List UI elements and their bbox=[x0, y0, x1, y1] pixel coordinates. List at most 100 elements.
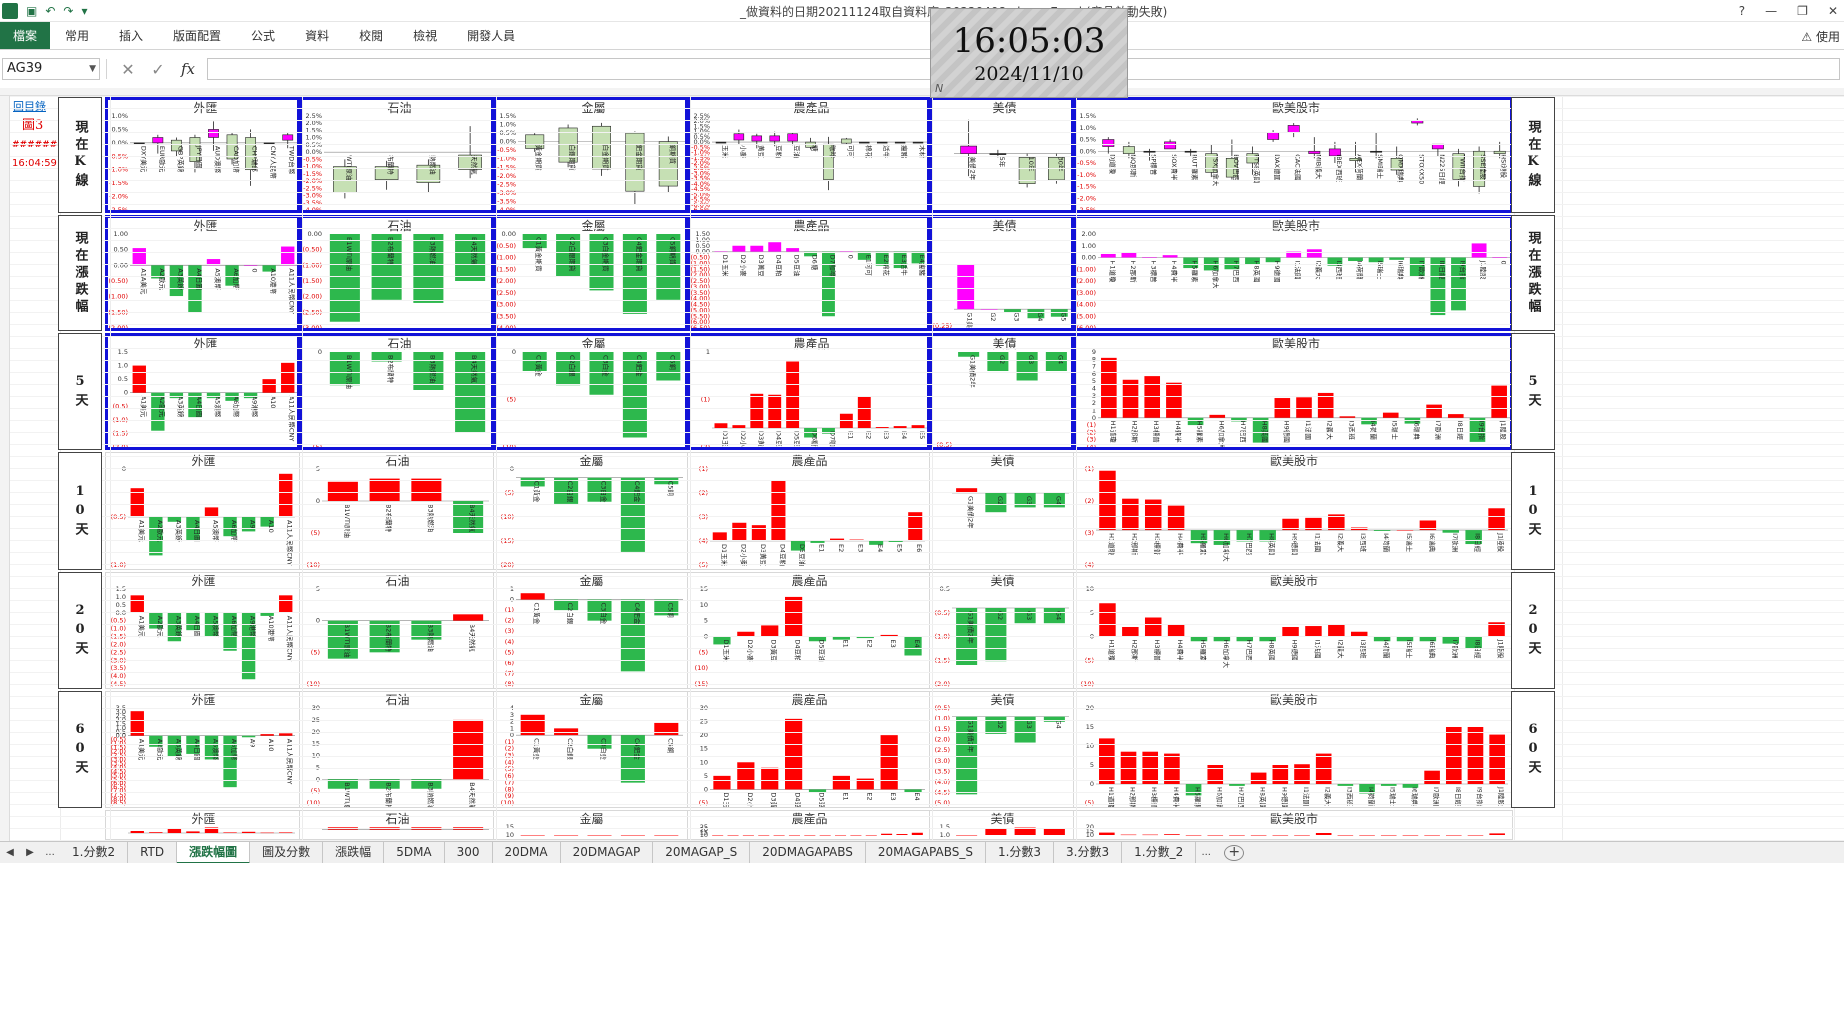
candle-body[interactable] bbox=[1122, 146, 1135, 154]
bar[interactable] bbox=[556, 234, 581, 277]
bar[interactable] bbox=[1389, 257, 1405, 260]
bar[interactable] bbox=[1016, 352, 1038, 381]
sheet-tab[interactable]: 1.分數_2 bbox=[1122, 841, 1197, 864]
bar[interactable] bbox=[620, 477, 645, 552]
enter-icon[interactable]: ✓ bbox=[151, 59, 165, 79]
bar[interactable] bbox=[771, 481, 786, 541]
bar[interactable] bbox=[1229, 784, 1245, 786]
bar[interactable] bbox=[1122, 627, 1139, 637]
bar[interactable] bbox=[453, 501, 484, 533]
bar[interactable] bbox=[1396, 636, 1414, 642]
bar[interactable] bbox=[727, 835, 739, 836]
candle-body[interactable] bbox=[876, 141, 888, 144]
bar[interactable] bbox=[188, 392, 202, 418]
bar[interactable] bbox=[455, 352, 486, 433]
tab-data[interactable]: 資料 bbox=[305, 29, 330, 43]
chart-5-0[interactable]: 外匯3.53.02.52.01.51.00.50.0(0.5)(1.0)(1.5… bbox=[105, 691, 300, 808]
minimize-button[interactable]: — bbox=[1765, 4, 1778, 18]
chart-6-0[interactable]: 外匯 bbox=[105, 810, 300, 840]
bar[interactable] bbox=[737, 631, 755, 637]
bar[interactable] bbox=[589, 234, 614, 291]
bar[interactable] bbox=[620, 835, 645, 836]
bar[interactable] bbox=[587, 835, 612, 836]
bar[interactable] bbox=[554, 728, 579, 736]
tab-more-button[interactable]: ... bbox=[45, 847, 55, 858]
insert-function-icon[interactable]: fx bbox=[180, 60, 195, 78]
bar[interactable] bbox=[1099, 470, 1116, 531]
bar[interactable] bbox=[587, 477, 612, 502]
chart-6-2[interactable]: 金屬 15 10 bbox=[493, 810, 688, 840]
bar[interactable] bbox=[1236, 636, 1254, 642]
bar[interactable] bbox=[554, 477, 579, 504]
bar[interactable] bbox=[1185, 784, 1202, 796]
bar[interactable] bbox=[1337, 784, 1354, 786]
bar[interactable] bbox=[1305, 626, 1322, 637]
tab-formulas[interactable]: 公式 bbox=[251, 29, 276, 43]
bar[interactable] bbox=[279, 473, 293, 517]
customize-toolbar-icon[interactable]: ▾ bbox=[81, 3, 88, 18]
chart-0-2[interactable]: 金屬 1.5%1.0%0.5%0.0%-0.5%-1.0%-1.5%-2.0%-2… bbox=[493, 97, 688, 213]
sheet-tab[interactable]: 圖及分數 bbox=[250, 841, 324, 864]
bar[interactable] bbox=[1272, 835, 1289, 836]
candle-body[interactable] bbox=[841, 138, 852, 144]
bar[interactable] bbox=[737, 762, 755, 790]
bar[interactable] bbox=[1359, 835, 1375, 836]
bar[interactable] bbox=[654, 835, 679, 836]
chart-1-0[interactable]: 外匯1.000.500.00(0.50)(1.00)(1.50)(2.00)A1… bbox=[105, 215, 300, 331]
bar[interactable] bbox=[956, 835, 978, 836]
tab-review[interactable]: 校閱 bbox=[359, 29, 384, 43]
bar[interactable] bbox=[832, 636, 850, 640]
bar[interactable] bbox=[1489, 833, 1505, 835]
bar[interactable] bbox=[411, 478, 442, 501]
chart-0-0[interactable]: 外匯1.0%0.5%0.0%-0.5%-1.0%-1.5%-2.0%-2.5%D… bbox=[105, 97, 300, 213]
bar[interactable] bbox=[1144, 617, 1162, 637]
bar[interactable] bbox=[167, 829, 182, 833]
bar[interactable] bbox=[1122, 379, 1139, 418]
chart-2-2[interactable]: 金屬 0 (5) (10) C1黃金 C2白銀 C3白金 C4鈀金 C5銅 bbox=[493, 333, 688, 450]
candle-body[interactable] bbox=[894, 141, 906, 144]
bar[interactable] bbox=[1213, 636, 1231, 642]
bar[interactable] bbox=[1144, 499, 1162, 531]
bar[interactable] bbox=[130, 488, 144, 517]
bar[interactable] bbox=[1409, 257, 1425, 277]
sheet-tab[interactable]: 1.分數3 bbox=[986, 841, 1055, 864]
sheet-tab[interactable]: 20MAGAPABS_S bbox=[866, 841, 986, 864]
chart-3-0[interactable]: 外匯 0 (0.5) (1.0) A1美元 A2歐元 A3英鎊 A4日圓 A5澳幣 A6加幣 A9 A… bbox=[105, 452, 300, 570]
candle-body[interactable] bbox=[1267, 132, 1280, 140]
bar[interactable] bbox=[712, 532, 727, 541]
bar[interactable] bbox=[1229, 835, 1245, 836]
bar[interactable] bbox=[1142, 257, 1157, 259]
bar[interactable] bbox=[1185, 835, 1202, 836]
bar[interactable] bbox=[1162, 255, 1178, 258]
bar[interactable] bbox=[880, 735, 898, 790]
tab-page-layout[interactable]: 版面配置 bbox=[173, 29, 222, 43]
chart-1-1[interactable]: 石油0.00(0.50)(1.00)(1.50)(2.00)(2.50)(3.0… bbox=[299, 215, 494, 331]
candle-body[interactable] bbox=[170, 139, 182, 152]
bar[interactable] bbox=[1402, 835, 1419, 836]
bar[interactable] bbox=[1259, 636, 1276, 642]
bar[interactable] bbox=[732, 522, 747, 541]
bar[interactable] bbox=[1315, 833, 1332, 835]
redo-icon[interactable]: ↷ bbox=[63, 3, 74, 18]
bar[interactable] bbox=[768, 242, 782, 252]
bar[interactable] bbox=[587, 735, 612, 749]
candle-body[interactable] bbox=[1246, 153, 1259, 164]
bar[interactable] bbox=[132, 248, 146, 266]
bar[interactable] bbox=[1491, 385, 1507, 418]
candle-body[interactable] bbox=[226, 134, 238, 160]
bar[interactable] bbox=[875, 251, 889, 266]
bar[interactable] bbox=[1451, 257, 1466, 311]
chart-4-2[interactable]: 金屬10(1)(2)(3)(4)(5)(6)(7)(8)C1黃金C2白銀C3白金… bbox=[493, 572, 688, 689]
bar[interactable] bbox=[1120, 834, 1137, 836]
bar[interactable] bbox=[1317, 392, 1334, 418]
chevron-down-icon[interactable]: ▼ bbox=[89, 64, 96, 74]
add-sheet-button[interactable]: + bbox=[1224, 844, 1245, 861]
tab-developer[interactable]: 開發人員 bbox=[467, 29, 516, 43]
candle-body[interactable] bbox=[458, 154, 482, 170]
bar[interactable] bbox=[987, 352, 1009, 371]
bar[interactable] bbox=[1492, 257, 1508, 259]
bar[interactable] bbox=[1339, 416, 1356, 418]
bar[interactable] bbox=[241, 517, 256, 532]
bar[interactable] bbox=[911, 832, 923, 835]
bar[interactable] bbox=[411, 620, 442, 640]
